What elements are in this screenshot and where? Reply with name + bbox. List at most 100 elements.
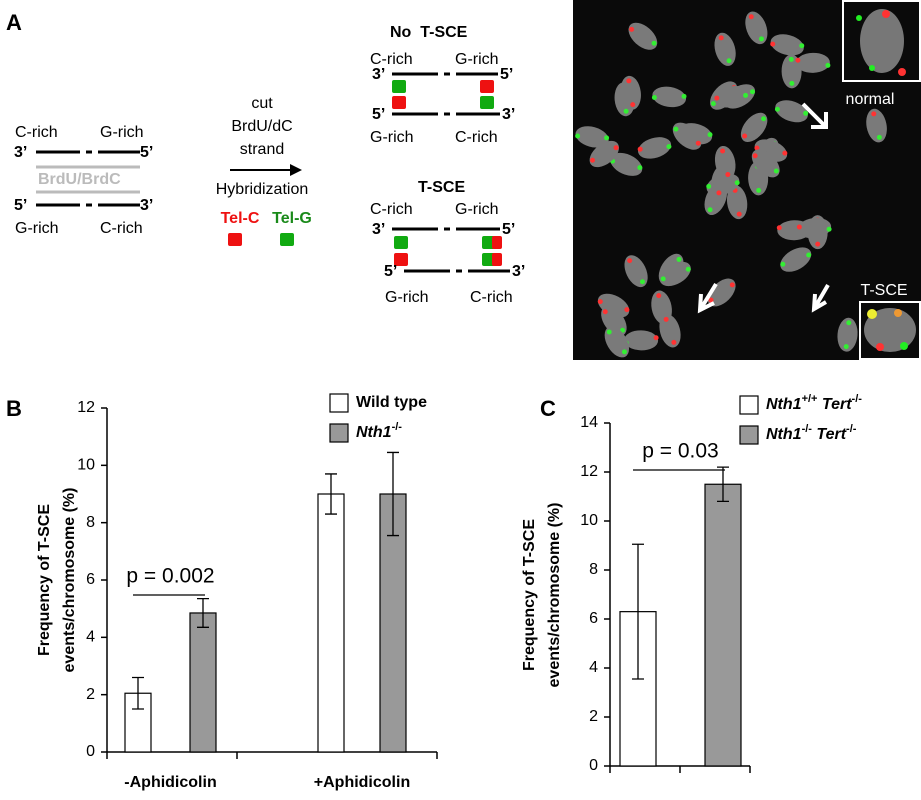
probe-square (394, 236, 408, 249)
signal (756, 187, 762, 193)
signal (714, 95, 720, 101)
signal (707, 132, 713, 138)
signal (590, 157, 596, 163)
probe-square (394, 253, 408, 266)
chromosome (797, 217, 832, 239)
y-tick-label: 12 (580, 463, 598, 480)
signal (776, 225, 782, 231)
signal (627, 258, 633, 264)
end-label: 3’ (502, 106, 515, 123)
error-bar (197, 597, 209, 628)
signal (788, 56, 794, 62)
signal (726, 58, 732, 64)
signal (673, 126, 679, 132)
end-label: 5’ (372, 106, 385, 123)
end-label: 3’ (512, 263, 525, 280)
probe-label: Tel-C (221, 210, 260, 227)
chromosome (714, 85, 748, 108)
x-tick-label: -Aphidicolin (124, 774, 216, 791)
signal (606, 329, 612, 335)
signal (729, 282, 735, 288)
chromosome (604, 326, 630, 358)
signal (782, 150, 788, 156)
strand-line (36, 150, 140, 207)
panel-label: C (540, 396, 556, 421)
chromosome (624, 330, 659, 351)
error-bar (387, 451, 399, 537)
signal (637, 165, 643, 171)
signal (604, 135, 610, 141)
signal (685, 266, 691, 272)
signal (710, 101, 716, 107)
signal (656, 293, 662, 299)
end-label: 5’ (140, 144, 153, 161)
strand-lines (392, 72, 500, 116)
chromosome (751, 149, 780, 178)
legend-text-part: -/- (392, 421, 403, 433)
signal (695, 140, 701, 146)
end-label: 5’ (502, 221, 515, 238)
y-tick-label: 6 (589, 610, 598, 627)
signal (602, 309, 608, 315)
signal (843, 344, 849, 350)
chromosome (658, 253, 684, 285)
legend-swatch (329, 423, 349, 443)
y-tick-label: 12 (77, 399, 95, 416)
legend-text-part: Tert (817, 396, 852, 413)
signal (725, 172, 731, 178)
signal (900, 342, 908, 350)
step-label: cut (251, 95, 273, 112)
y-axis-label: Frequency of T-SCE (36, 504, 53, 656)
legend-text-part: Wild type (356, 394, 427, 411)
strand-label: C-rich (370, 201, 413, 218)
probe-square (228, 233, 242, 246)
chromosome (575, 126, 609, 148)
signal (846, 320, 852, 326)
end-label: 5’ (14, 197, 27, 214)
probe-label: Tel-G (272, 210, 312, 227)
chromosome (620, 75, 641, 110)
legend-label: Nth1+/+ Tert-/- (766, 393, 862, 413)
signal (789, 80, 795, 86)
signal (876, 134, 882, 140)
signal (773, 168, 779, 174)
probe-square (492, 253, 502, 266)
probe-square (280, 233, 294, 246)
chromosome (740, 112, 768, 143)
signal (624, 307, 630, 313)
chromosome (610, 152, 643, 176)
bar (379, 493, 407, 753)
strand-label: G-rich (100, 124, 144, 141)
signal (637, 146, 643, 152)
legend-swatch (739, 425, 759, 445)
strand-label: G-rich (385, 289, 429, 306)
signal (660, 276, 666, 282)
chromosome (837, 317, 858, 352)
strand-label: C-rich (100, 220, 143, 237)
chromosome (726, 185, 748, 220)
probe-square (392, 96, 406, 109)
signal (676, 256, 682, 262)
signal (629, 26, 635, 32)
inset-chromosome (860, 9, 904, 73)
strand-label: G-rich (15, 220, 59, 237)
legend-label: Wild type (356, 394, 427, 411)
signal (876, 343, 884, 351)
signal (663, 316, 669, 322)
signal (882, 10, 890, 18)
end-label: 3’ (372, 66, 385, 83)
strand-label: G-rich (455, 201, 499, 218)
signal (613, 145, 619, 151)
chromosome (780, 247, 812, 272)
signal (653, 335, 659, 341)
error-bar (717, 466, 729, 503)
y-axis-label: events/chromosome (%) (546, 503, 563, 688)
panel-label: A (6, 10, 22, 35)
y-tick-label: 10 (77, 457, 95, 474)
signal (758, 36, 764, 42)
signal (799, 43, 805, 49)
chromosome (638, 137, 672, 159)
chromosome (652, 86, 687, 108)
signal (743, 92, 749, 98)
